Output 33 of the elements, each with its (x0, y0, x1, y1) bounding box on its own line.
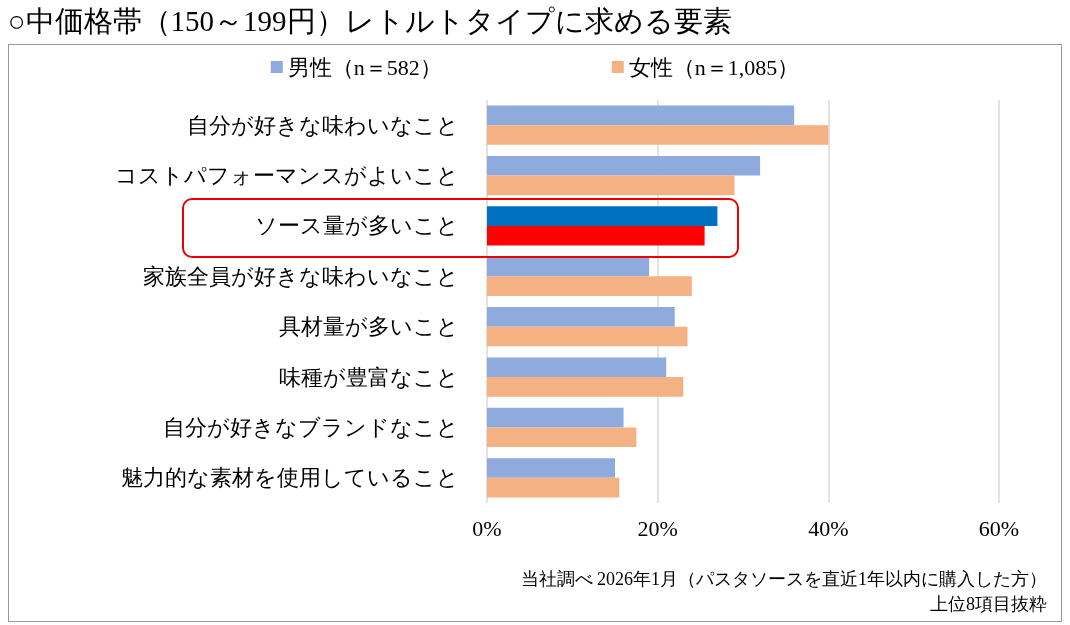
bar (487, 477, 620, 498)
y-tick-label: 魅力的な素材を使用していること (121, 465, 459, 491)
bar (487, 155, 761, 176)
x-tick-label: 0% (472, 515, 502, 541)
y-tick-label: コストパフォーマンスがよいこと (115, 163, 459, 189)
y-tick-label: 味種が豊富なこと (279, 364, 459, 390)
bar (487, 307, 675, 327)
text: 上位8項目抜粋 (930, 593, 1047, 616)
bar (487, 458, 615, 478)
bar (487, 427, 637, 448)
y-tick-label: 具材量が多いこと (279, 314, 459, 340)
bar (487, 276, 692, 296)
y-tick-label: 自分が好きな味わいなこと (187, 112, 459, 138)
bar (487, 326, 688, 347)
bar (487, 407, 624, 428)
bar (487, 125, 829, 145)
legend-label: 男性（n＝582） (287, 54, 442, 80)
legend-label: 女性（n＝1,085） (628, 54, 800, 80)
x-tick-label: 20% (637, 515, 678, 541)
x-tick-label: 40% (808, 515, 849, 541)
bar (487, 357, 667, 378)
y-tick-label: 自分が好きなブランドなこと (163, 414, 459, 440)
bar (487, 105, 795, 126)
bar (487, 175, 735, 196)
bar (487, 377, 684, 397)
bar (487, 225, 705, 246)
y-tick-label: ソース量が多いこと (255, 213, 459, 239)
bar (487, 206, 718, 226)
y-tick-label: 家族全員が好きな味わいなこと (143, 263, 459, 289)
x-tick-label: 60% (978, 515, 1020, 541)
bar (487, 256, 650, 277)
text: 当社調べ 2026年1月（パスタソースを直近1年以内に購入した方） (520, 568, 1047, 591)
chart-title: ○中価格帯（150～199円）レトルトタイプに求める要素 (8, 4, 732, 39)
